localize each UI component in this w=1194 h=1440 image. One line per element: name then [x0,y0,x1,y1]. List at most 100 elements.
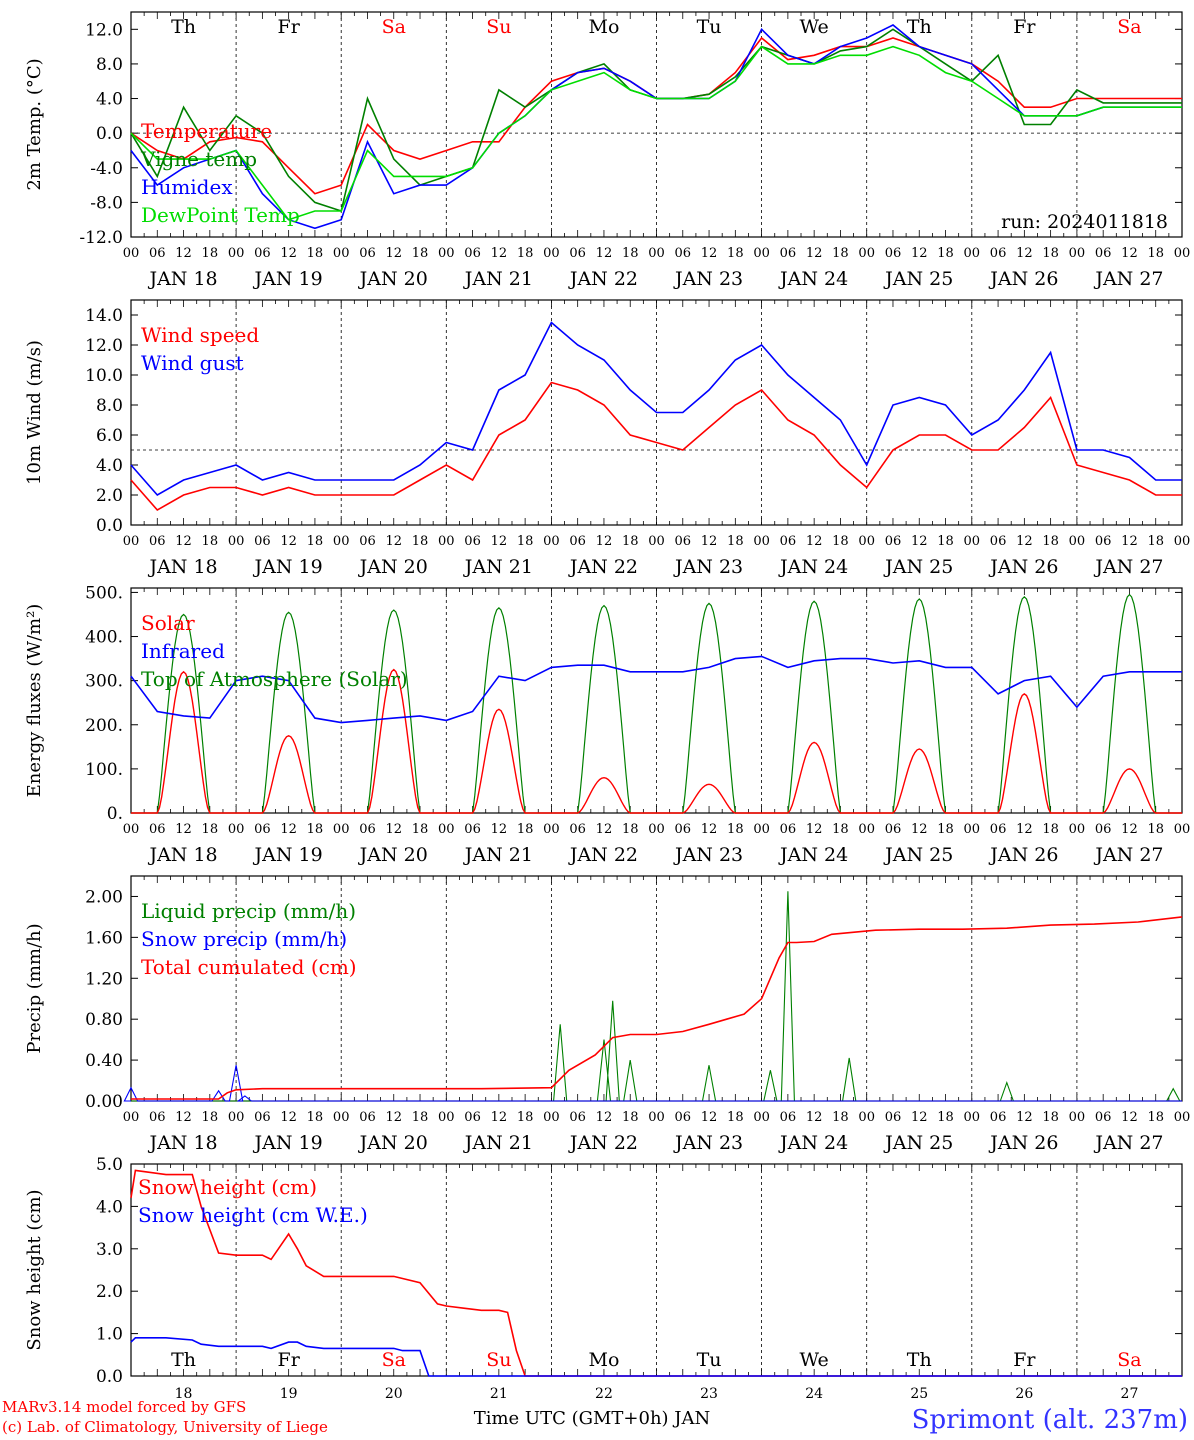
legend-entry: Top of Atmosphere (Solar) [141,667,408,691]
hour-tick-label: 00 [438,246,455,261]
hour-tick-label: 00 [858,246,875,261]
hour-tick-label: 06 [254,822,271,837]
hour-tick-label: 18 [1042,246,1059,261]
day-number-label: 26 [1015,1386,1033,1402]
day-number-label: 19 [280,1386,298,1402]
date-label: JAN 20 [358,556,428,578]
legend-entry: Liquid precip (mm/h) [141,899,356,923]
hour-tick-label: 06 [990,534,1007,549]
date-label: JAN 21 [463,1132,533,1154]
day-number-label: 24 [805,1386,823,1402]
hour-tick-label: 00 [333,246,350,261]
legend-entry: Infrared [141,639,225,663]
hour-tick-label: 06 [1095,822,1112,837]
y-tick-label: 4.0 [96,456,123,476]
hour-tick-label: 06 [885,1110,902,1125]
hour-tick-label: 00 [964,246,981,261]
hour-tick-label: 06 [149,822,166,837]
hour-tick-label: 12 [701,246,718,261]
date-label: JAN 25 [883,844,953,866]
hour-tick-label: 12 [491,822,508,837]
date-label: JAN 18 [147,268,217,290]
hour-tick-label: 00 [123,822,140,837]
hour-tick-label: 00 [543,1110,560,1125]
y-tick-label: 100. [85,760,123,780]
hour-tick-label: 00 [1069,246,1086,261]
date-label: JAN 26 [988,1132,1058,1154]
series-line [130,321,1182,497]
date-label: JAN 19 [253,1132,323,1154]
date-label: JAN 20 [358,268,428,290]
hour-tick-label: 06 [464,246,481,261]
run-annotation: run: 2024011818 [1001,211,1168,233]
hour-tick-label: 18 [412,246,429,261]
day-number-label: 27 [1121,1386,1139,1402]
hour-tick-label: 18 [1147,822,1164,837]
hour-tick-label: 18 [622,246,639,261]
hour-tick-label: 06 [780,534,797,549]
date-label: JAN 19 [253,556,323,578]
hour-tick-label: 18 [412,1110,429,1125]
y-tick-label: 5.0 [96,1155,123,1175]
y-tick-label: 2.0 [96,1282,123,1302]
date-label: JAN 22 [568,1132,638,1154]
hour-tick-label: 00 [543,246,560,261]
hour-tick-label: 12 [385,534,402,549]
hour-tick-label: 12 [911,1110,928,1125]
y-tick-label: 3.0 [96,1240,123,1260]
legend-entry: DewPoint Temp [141,203,300,227]
hour-tick-label: 06 [780,1110,797,1125]
hour-tick-label: 18 [1147,1110,1164,1125]
hour-tick-label: 12 [911,534,928,549]
legend-entry: Wind speed [141,323,259,347]
date-label: JAN 25 [883,268,953,290]
hour-tick-label: 12 [1121,534,1138,549]
hour-tick-label: 06 [254,534,271,549]
hour-tick-label: 06 [359,246,376,261]
y-tick-label: -12.0 [79,228,123,248]
y-axis-label: 2m Temp. (°C) [24,58,45,190]
y-tick-label: 0.00 [85,1092,123,1112]
hour-tick-label: 06 [359,534,376,549]
hour-tick-label: 12 [280,246,297,261]
date-label: JAN 27 [1093,844,1163,866]
hour-tick-label: 00 [123,246,140,261]
date-label: JAN 25 [883,556,953,578]
legend-entry: Humidex [141,175,233,199]
legend-entry: Temperature [141,119,272,143]
hour-tick-label: 12 [911,822,928,837]
panel-3: 500. 400. 300. 200. 100. 0. Energy fluxes (W/m… [24,583,1190,866]
hour-tick-label: 00 [858,534,875,549]
hour-tick-label: 18 [937,246,954,261]
hour-tick-label: 12 [175,822,192,837]
hour-tick-label: 00 [438,822,455,837]
date-label: JAN 19 [253,268,323,290]
hour-tick-label: 00 [1174,534,1191,549]
y-tick-label: 400. [85,628,123,648]
day-number-label: 21 [490,1386,508,1402]
hour-tick-label: 00 [753,1110,770,1125]
panel-5: 5.0 4.0 3.0 2.0 1.0 0.0 Snow height (cm) Snow h… [24,1155,1183,1402]
series-line [131,916,1183,1100]
hour-tick-label: 00 [543,822,560,837]
weekday-label: Fr [278,16,301,38]
hour-tick-label: 00 [333,822,350,837]
weekday-label: Th [171,16,196,38]
hour-tick-label: 18 [517,1110,534,1125]
hour-tick-label: 18 [202,534,219,549]
hour-tick-label: 06 [675,1110,692,1125]
hour-tick-label: 12 [385,246,402,261]
hour-tick-label: 00 [1174,822,1191,837]
hour-tick-label: 12 [806,534,823,549]
hour-tick-label: 18 [517,822,534,837]
day-number-label: 18 [175,1386,193,1402]
weekday-label: Su [486,1349,511,1371]
hour-tick-label: 18 [727,534,744,549]
hour-tick-label: 18 [1042,1110,1059,1125]
hour-tick-label: 18 [202,822,219,837]
date-label: JAN 20 [358,844,428,866]
date-label: JAN 26 [988,556,1058,578]
hour-tick-label: 00 [648,246,665,261]
hour-tick-label: 00 [648,534,665,549]
hour-tick-label: 00 [333,1110,350,1125]
